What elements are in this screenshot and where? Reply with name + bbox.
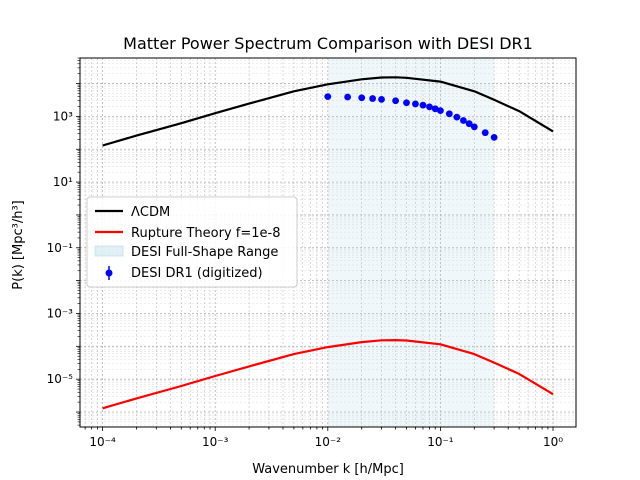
ticks-layer: 10⁻⁴ 10⁻³ 10⁻² 10⁻¹ 10⁰ 10⁻⁵ 10⁻³ 10⁻¹ 10¹ 10³ [47,57,563,449]
desi-data-point [431,105,439,113]
desi-data-point [378,95,385,103]
legend-label-desi-range: DESI Full-Shape Range [131,245,278,260]
x-tick-label: 10⁻³ [202,435,229,449]
x-axis-label: Wavenumber k [h/Mpc] [252,462,404,477]
desi-data-point [403,99,410,107]
legend-box [86,196,298,288]
chart-title: Matter Power Spectrum Comparison with DE… [123,34,533,53]
y-tick-label: 10⁻¹ [47,241,74,255]
desi-data-point [419,101,427,109]
y-tick-label: 10⁻³ [47,306,74,320]
desi-data-point [481,129,489,137]
desi-range-shading [327,58,495,427]
desi-data-point [453,113,461,121]
series-line-1 [102,339,554,410]
desi-data-point [445,110,453,118]
desi-data-point [470,123,478,131]
desi-data-point [324,93,332,101]
shaded-region-layer [327,58,495,427]
x-tick-label: 10⁰ [543,435,563,449]
legend-label-desi: DESI DR1 (digitized) [131,266,263,281]
series-line-0 [102,76,554,147]
legend-swatch-desi-marker [105,269,113,277]
y-tick-label: 10⁻⁵ [47,372,74,386]
desi-data-point [426,103,433,111]
desi-data-point [490,133,498,141]
legend: ΛCDM Rupture Theory f=1e-8 DESI Full-Sha… [86,196,298,288]
x-tick-label: 10⁻⁴ [89,435,116,449]
x-tick-label: 10⁻¹ [427,435,454,449]
y-tick-label: 10¹ [53,175,73,189]
x-tick-label: 10⁻² [315,435,342,449]
legend-label-rupture: Rupture Theory f=1e-8 [131,226,280,241]
desi-data-point [358,94,366,102]
desi-data-point [369,95,377,102]
legend-label-lcdm: ΛCDM [131,205,170,220]
desi-data-point [465,120,473,128]
y-tick-label: 10³ [53,109,73,123]
desi-data-point [437,107,444,115]
desi-data-point [344,93,352,101]
desi-data-point [459,117,467,124]
legend-swatch-desi-range [94,245,124,257]
desi-data-point [412,100,419,108]
y-axis-label: P(k) [Mpc³/h³] [11,200,26,289]
series-layer [102,76,554,410]
desi-data-point [392,97,400,105]
